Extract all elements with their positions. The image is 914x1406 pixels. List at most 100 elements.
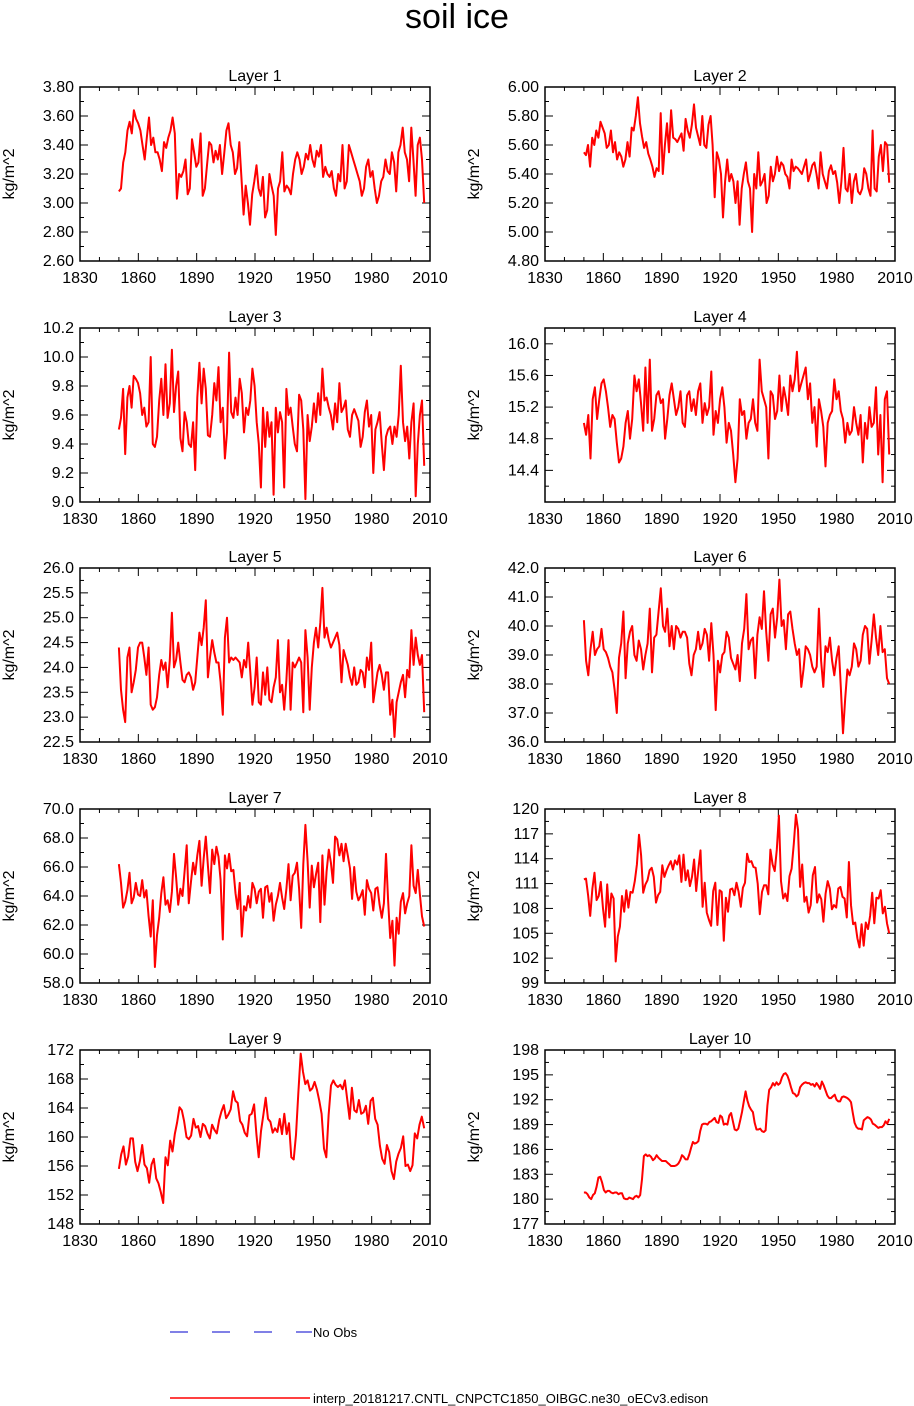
y-tick-label: 192 — [512, 1092, 539, 1109]
legend-model-label: interp_20181217.CNTL_CNPCTC1850_OIBGC.ne… — [313, 1391, 708, 1406]
x-tick-label: 1950 — [761, 511, 797, 528]
y-tick-label: 5.00 — [508, 224, 539, 241]
y-tick-label: 148 — [47, 1216, 74, 1233]
y-tick-label: 9.2 — [52, 465, 74, 482]
y-tick-label: 102 — [512, 950, 539, 967]
series-line-layer-7 — [117, 823, 426, 968]
panel-layer-4: Layer 4 1830 1860 1890 1920 1950 1980 2010 14.4 1… — [466, 309, 913, 528]
x-tick-label: 1920 — [702, 1233, 738, 1250]
y-tick-label: 160 — [47, 1129, 74, 1146]
y-tick-label: 168 — [47, 1071, 74, 1088]
panel-title: Layer 3 — [228, 309, 281, 326]
y-tick-label: 9.8 — [52, 378, 74, 395]
y-tick-label: 3.60 — [43, 108, 74, 125]
y-tick-label: 24.5 — [43, 635, 74, 652]
x-tick-label: 1980 — [354, 511, 390, 528]
panel-title: Layer 8 — [693, 790, 746, 807]
x-tick-label: 1980 — [354, 270, 390, 287]
x-tick-label: 1890 — [179, 270, 215, 287]
panel-title: Layer 4 — [693, 309, 746, 326]
y-tick-label: 108 — [512, 900, 539, 917]
panel-layer-8: Layer 8 1830 1860 1890 1920 1950 1980 2010 99 102… — [466, 790, 913, 1009]
panel-title: Layer 10 — [689, 1031, 751, 1048]
panel-title: Layer 6 — [693, 549, 746, 566]
plot-frame — [544, 1049, 896, 1225]
x-tick-label: 1950 — [296, 751, 332, 768]
y-axis-label: kg/m^2 — [1, 389, 18, 440]
panel-title: Layer 2 — [693, 68, 746, 85]
x-tick-label: 1860 — [121, 270, 157, 287]
y-tick-label: 152 — [47, 1187, 74, 1204]
y-tick-label: 198 — [512, 1042, 539, 1059]
y-tick-label: 183 — [512, 1166, 539, 1183]
panel-layer-7: Layer 7 1830 1860 1890 1920 1950 1980 2010 58.0 6… — [1, 790, 448, 1009]
plot-frame — [79, 1049, 431, 1225]
x-tick-label: 1980 — [819, 511, 855, 528]
x-tick-label: 1950 — [761, 992, 797, 1009]
y-axis-label: kg/m^2 — [1, 629, 18, 680]
y-tick-label: 9.0 — [52, 494, 74, 511]
x-tick-label: 1890 — [179, 1233, 215, 1250]
x-tick-label: 1950 — [761, 751, 797, 768]
panel-layer-2: Layer 2 1830 1860 1890 1920 1950 1980 2010 4.80 5… — [466, 68, 913, 287]
y-axis-label: kg/m^2 — [466, 870, 483, 921]
y-tick-label: 62.0 — [43, 917, 74, 934]
x-tick-label: 1950 — [761, 1233, 797, 1250]
x-tick-label: 1860 — [586, 270, 622, 287]
y-tick-label: 164 — [47, 1100, 74, 1117]
x-tick-label: 1950 — [296, 992, 332, 1009]
panel-title: Layer 7 — [228, 790, 281, 807]
y-tick-label: 5.20 — [508, 195, 539, 212]
x-tick-label: 2010 — [412, 751, 448, 768]
x-tick-label: 1830 — [62, 511, 98, 528]
y-tick-label: 66.0 — [43, 859, 74, 876]
y-tick-label: 15.6 — [508, 367, 539, 384]
x-tick-label: 1890 — [644, 992, 680, 1009]
legend: No Obs interp_20181217.CNTL_CNPCTC1850_O… — [170, 1325, 708, 1406]
x-tick-label: 1830 — [62, 1233, 98, 1250]
series-line-layer-1 — [118, 109, 426, 236]
x-tick-label: 1860 — [121, 992, 157, 1009]
x-tick-label: 1920 — [702, 270, 738, 287]
x-tick-label: 1920 — [702, 511, 738, 528]
y-tick-label: 14.4 — [508, 462, 539, 479]
x-tick-label: 1830 — [527, 1233, 563, 1250]
panel-title: Layer 5 — [228, 549, 281, 566]
y-tick-label: 25.5 — [43, 585, 74, 602]
series-line-layer-6 — [582, 578, 891, 735]
y-tick-label: 40.0 — [508, 618, 539, 635]
x-tick-label: 1920 — [702, 751, 738, 768]
panel-layer-9: Layer 9 1830 1860 1890 1920 1950 1980 2010 148 15… — [1, 1031, 448, 1250]
x-tick-label: 1980 — [819, 1233, 855, 1250]
x-tick-label: 2010 — [412, 1233, 448, 1250]
x-tick-label: 1950 — [296, 1233, 332, 1250]
x-tick-label: 1890 — [179, 751, 215, 768]
y-tick-label: 23.0 — [43, 709, 74, 726]
x-tick-label: 1920 — [237, 511, 273, 528]
panel-layer-3: Layer 3 1830 1860 1890 1920 1950 1980 2010 9.0 9.… — [1, 309, 448, 528]
x-tick-label: 1950 — [761, 270, 797, 287]
y-axis-label: kg/m^2 — [466, 389, 483, 440]
y-tick-label: 105 — [512, 925, 539, 942]
series-line-layer-10 — [583, 1072, 891, 1201]
x-tick-label: 1890 — [644, 270, 680, 287]
x-tick-label: 1860 — [586, 751, 622, 768]
y-tick-label: 3.00 — [43, 195, 74, 212]
series-line-layer-4 — [582, 350, 891, 484]
x-tick-label: 1920 — [237, 270, 273, 287]
x-tick-label: 1830 — [527, 511, 563, 528]
legend-no-obs-label: No Obs — [313, 1325, 358, 1340]
x-tick-label: 1980 — [354, 751, 390, 768]
x-tick-label: 1950 — [296, 511, 332, 528]
x-tick-label: 1830 — [62, 992, 98, 1009]
y-tick-label: 156 — [47, 1158, 74, 1175]
x-tick-label: 1890 — [644, 511, 680, 528]
y-tick-label: 4.80 — [508, 253, 539, 270]
y-tick-label: 2.60 — [43, 253, 74, 270]
y-tick-label: 120 — [512, 801, 539, 818]
x-tick-label: 2010 — [412, 992, 448, 1009]
y-axis-label: kg/m^2 — [466, 629, 483, 680]
y-tick-label: 64.0 — [43, 888, 74, 905]
y-tick-label: 15.2 — [508, 399, 539, 416]
y-axis-label: kg/m^2 — [1, 148, 18, 199]
